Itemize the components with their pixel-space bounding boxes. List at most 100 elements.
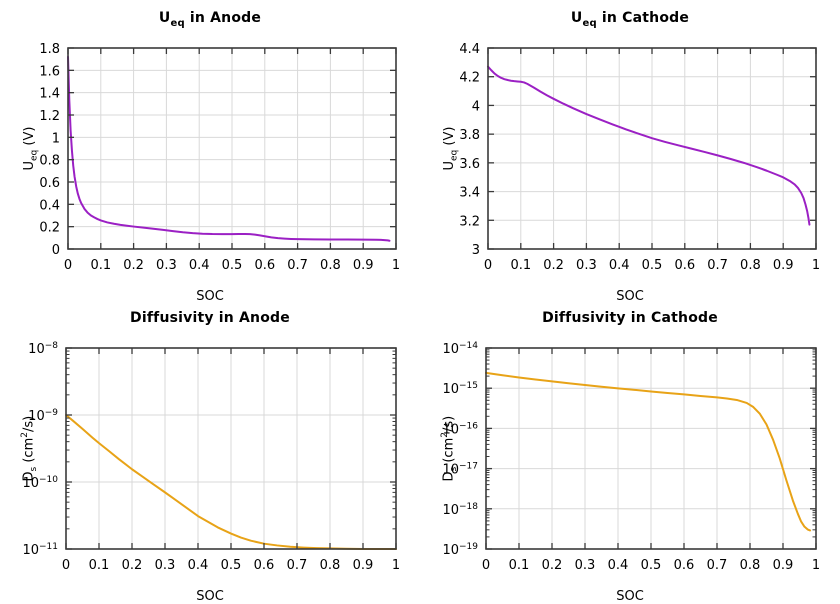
title-rest: in Cathode [596,10,690,26]
plot-area-diffusivity-anode: 0 0.1 0.2 0.3 0.4 0.5 0.6 0.7 0.8 0.9 1 10−11 10−10 1… [22,341,400,573]
plot-area-ueq-anode: 0 0.1 0.2 0.3 0.4 0.5 0.6 0.7 0.8 0.9 1 0 0.2 0.4 0.6 0… [39,42,400,273]
y-axis-label: Ueq (V) [442,127,460,171]
svg-text:0.7: 0.7 [707,558,728,573]
svg-text:0.5: 0.5 [222,258,243,273]
svg-text:10−14: 10−14 [442,341,478,357]
ylabel-main: U [22,160,37,171]
svg-text:0.5: 0.5 [642,258,663,273]
plot-area-ueq-cathode: 0 0.1 0.2 0.3 0.4 0.5 0.6 0.7 0.8 0.9 1 3 3.2 3.4 3.6 3… [459,42,820,273]
ylabel-unit-pre: (cm [21,437,37,467]
svg-text:0.9: 0.9 [773,558,794,573]
ylabel-unit-exponent: 2 [440,432,450,438]
svg-text:1.4: 1.4 [39,87,60,102]
svg-text:1.6: 1.6 [39,64,60,79]
svg-text:10−9: 10−9 [28,408,58,424]
svg-text:3.2: 3.2 [459,214,480,229]
svg-text:3: 3 [472,243,480,258]
svg-text:10−19: 10−19 [442,542,478,558]
svg-text:3.4: 3.4 [459,186,480,201]
subplot-diffusivity-anode: Diffusivity in Anode 0 0.1 0.2 0.3 0.4 0.5 0.6… [0,300,420,604]
svg-text:0.8: 0.8 [320,258,341,273]
ylabel-main: U [442,160,457,171]
svg-text:0.4: 0.4 [608,558,629,573]
x-axis-label: SOC [616,589,644,604]
svg-text:0.4: 0.4 [609,258,630,273]
ylabel-subscript: s [448,466,459,472]
svg-text:0.6: 0.6 [254,558,275,573]
svg-text:0.7: 0.7 [287,558,308,573]
svg-text:1.2: 1.2 [39,109,60,124]
y-axis-label: Ds (cm2/s) [440,416,459,482]
plot-area-diffusivity-cathode: 0 0.1 0.2 0.3 0.4 0.5 0.6 0.7 0.8 0.9 1 10−19 10−18 1… [442,341,820,573]
svg-text:1: 1 [812,558,820,573]
ylabel-main: D [21,471,37,482]
subplot-ueq-cathode: Ueq in Cathode 0 0.1 0.2 0.3 0.4 0.5 0.6 0.7 0.8… [420,0,840,304]
ylabel-subscript: s [28,466,39,472]
svg-text:0.5: 0.5 [641,558,662,573]
svg-text:0.7: 0.7 [707,258,728,273]
svg-text:10−8: 10−8 [28,341,58,357]
svg-text:0.3: 0.3 [576,258,597,273]
title-main: U [158,10,171,26]
svg-text:1: 1 [52,131,60,146]
x-axis-label: SOC [196,289,224,304]
ylabel-unit-post: /s) [21,415,37,433]
ylabel-unit-post: /s) [441,415,457,433]
svg-text:10−10: 10−10 [22,475,58,491]
y-axis-label: Ueq (V) [22,127,40,171]
svg-text:10−16: 10−16 [442,421,478,437]
svg-text:0.5: 0.5 [221,558,242,573]
svg-text:0.1: 0.1 [89,558,110,573]
subplot-title: Diffusivity in Cathode [420,310,840,326]
svg-text:10−11: 10−11 [22,542,58,558]
subplot-title: Ueq in Anode [0,10,420,29]
svg-text:4.4: 4.4 [459,42,480,57]
svg-text:0.9: 0.9 [353,558,374,573]
svg-text:0.3: 0.3 [155,558,176,573]
svg-text:0.6: 0.6 [674,558,695,573]
svg-text:0.7: 0.7 [287,258,308,273]
ylabel-subscript: eq [29,149,40,161]
svg-text:0.6: 0.6 [674,258,695,273]
svg-text:0: 0 [482,558,490,573]
svg-text:3.6: 3.6 [459,157,480,172]
svg-text:0.2: 0.2 [543,258,564,273]
y-axis-label: Ds (cm2/s) [20,416,39,482]
subplot-title: Diffusivity in Anode [0,310,420,326]
svg-text:0.3: 0.3 [575,558,596,573]
svg-text:0.9: 0.9 [773,258,794,273]
ylabel-rest: (V) [442,126,457,150]
ylabel-main: D [441,471,457,482]
svg-text:0: 0 [62,558,70,573]
svg-text:0.2: 0.2 [122,558,143,573]
svg-text:1: 1 [392,558,400,573]
svg-text:0.2: 0.2 [123,258,144,273]
svg-text:3.8: 3.8 [459,128,480,143]
svg-text:0.1: 0.1 [510,258,531,273]
title-main: Diffusivity in Anode [130,310,290,326]
title-main: U [570,10,583,26]
subplot-ueq-anode: Ueq in Anode 0 0.1 0.2 0.3 0.4 0.5 0.6 0.7 0.8 0.… [0,0,420,304]
svg-text:0.2: 0.2 [542,558,563,573]
svg-text:0: 0 [484,258,492,273]
title-subscript: eq [170,17,185,29]
svg-text:0.8: 0.8 [740,558,761,573]
svg-text:0.8: 0.8 [39,154,60,169]
ylabel-unit-exponent: 2 [20,432,30,438]
svg-text:0.4: 0.4 [189,258,210,273]
svg-text:0.8: 0.8 [740,258,761,273]
subplot-diffusivity-cathode: Diffusivity in Cathode 0 0.1 0.2 0.3 0.4 0.5 0… [420,300,840,604]
title-subscript: eq [582,17,597,29]
x-axis-label: SOC [616,289,644,304]
svg-text:4: 4 [472,99,480,114]
svg-text:1.8: 1.8 [39,42,60,57]
subplot-title: Ueq in Cathode [420,10,840,29]
svg-text:0.6: 0.6 [39,176,60,191]
svg-text:0.4: 0.4 [188,558,209,573]
svg-text:0.6: 0.6 [254,258,275,273]
svg-text:1: 1 [812,258,820,273]
svg-text:0: 0 [52,243,60,258]
ylabel-subscript: eq [449,149,460,161]
ylabel-rest: (V) [22,126,37,150]
